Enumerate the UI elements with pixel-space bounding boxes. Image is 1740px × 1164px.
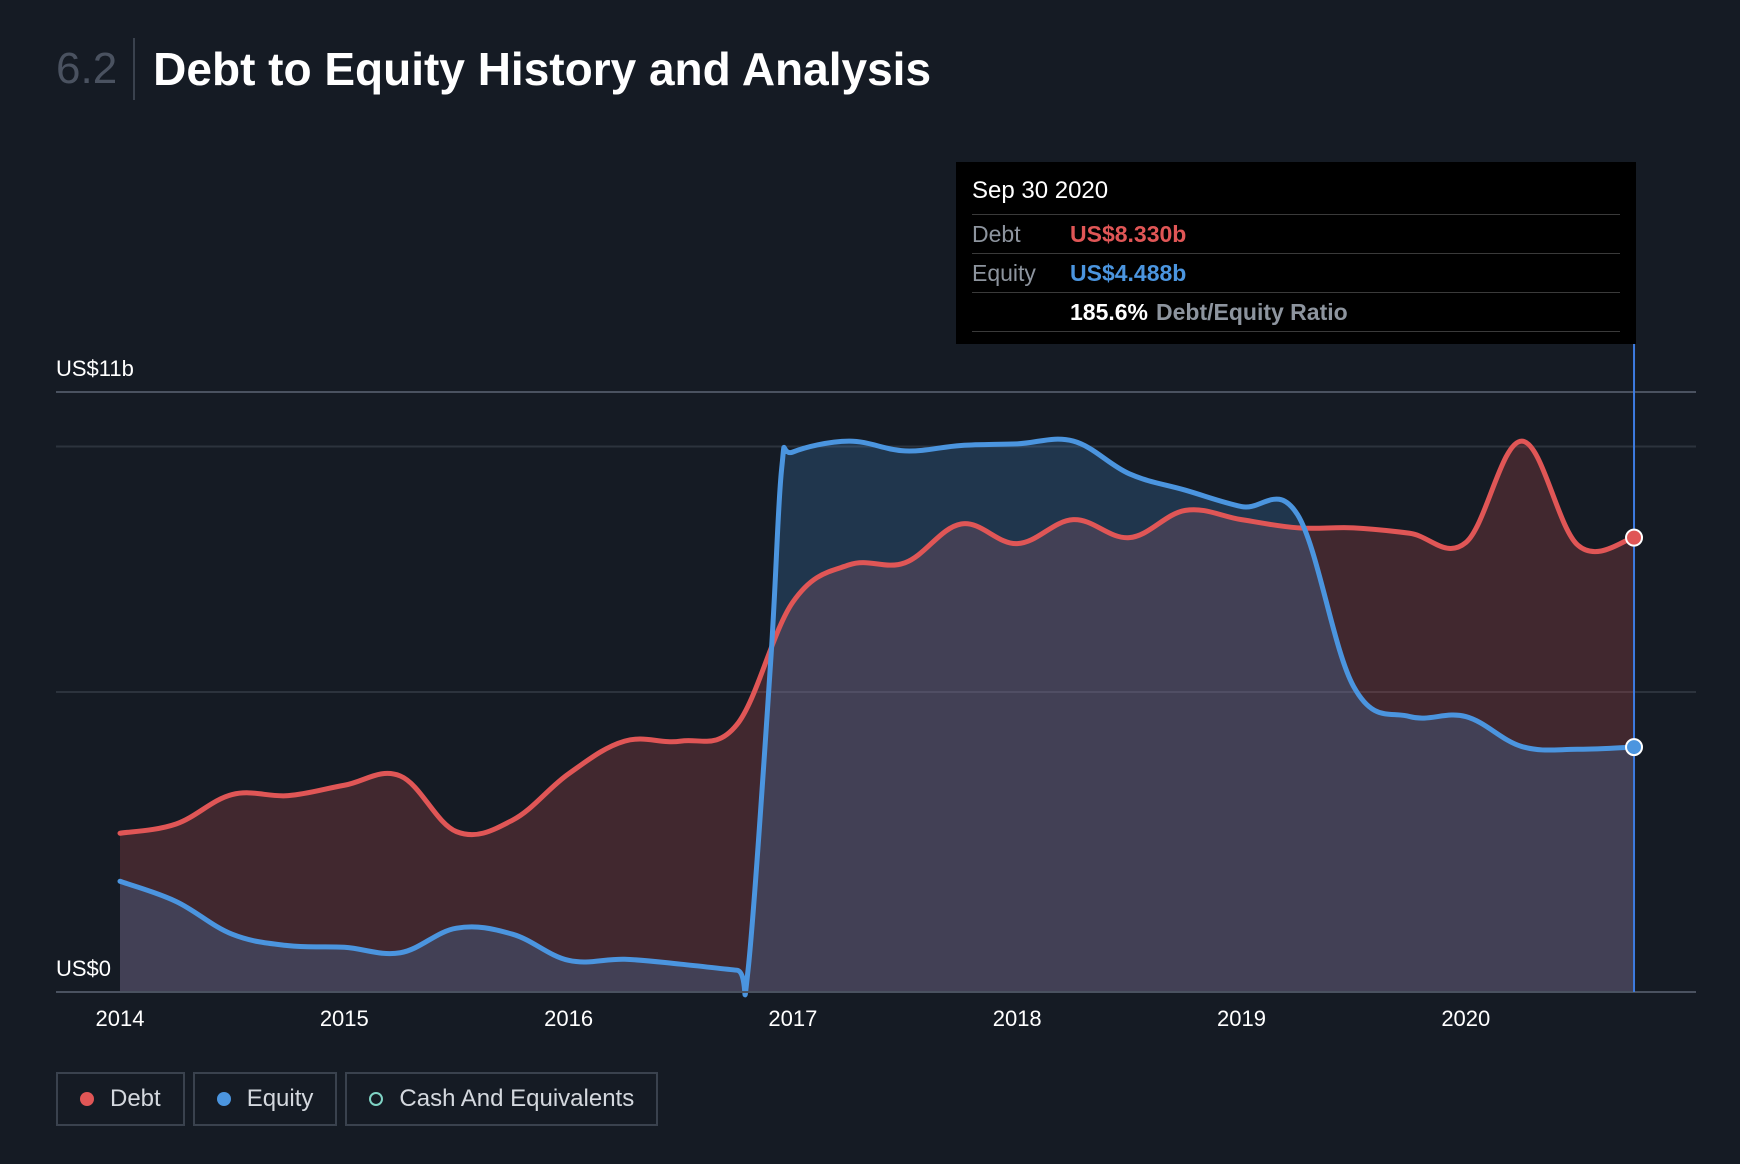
y-axis-top-label: US$11b — [56, 356, 134, 381]
y-axis-bottom-label: US$0 — [56, 956, 111, 981]
legend-debt-label: Debt — [110, 1085, 161, 1112]
section-number: 6.2 — [56, 44, 118, 93]
x-tick-label: 2017 — [768, 1006, 817, 1031]
x-tick-label: 2018 — [993, 1006, 1042, 1031]
legend-equity-label: Equity — [246, 1085, 314, 1112]
equity-area — [120, 439, 1635, 993]
cash-ring-icon — [369, 1092, 384, 1106]
tooltip-debt-value: US$8.330b — [1070, 220, 1187, 247]
tooltip-ratio-label: Debt/Equity Ratio — [1156, 298, 1348, 325]
equity-marker — [1625, 738, 1644, 757]
tooltip-debt-row: Debt US$8.330b — [972, 215, 1620, 254]
legend-toggle-debt[interactable]: Debt — [56, 1072, 185, 1126]
debt-dot-icon — [80, 1092, 94, 1106]
header-divider — [133, 38, 136, 100]
debt-area — [120, 441, 1635, 992]
tooltip-ratio-value: 185.6% — [1070, 298, 1149, 325]
debt-marker — [1625, 528, 1644, 547]
x-tick-label: 2016 — [544, 1006, 593, 1031]
x-axis-ticks: 2014 2015 2016 2017 2018 2019 2020 — [96, 1006, 1491, 1031]
tooltip-debt-label: Debt — [972, 220, 1021, 247]
legend-toggle-cash[interactable]: Cash And Equivalents — [345, 1072, 659, 1126]
x-tick-label: 2020 — [1441, 1006, 1490, 1031]
hover-tooltip: Sep 30 2020 Debt US$8.330b Equity US$4.4… — [956, 162, 1636, 344]
tooltip-equity-row: Equity US$4.488b — [972, 254, 1620, 293]
series-areas — [120, 439, 1635, 993]
tooltip-ratio-row: 185.6% Debt/Equity Ratio — [972, 293, 1620, 332]
legend-cash-label: Cash And Equivalents — [399, 1085, 635, 1112]
chart-legend: Debt Equity Cash And Equivalents — [56, 1072, 659, 1126]
debt-line — [117, 438, 1637, 838]
tooltip-equity-label: Equity — [972, 259, 1036, 286]
tooltip-equity-value: US$4.488b — [1070, 259, 1187, 286]
header: 6.2 Debt to Equity History and Analysis — [56, 38, 931, 100]
equity-line — [117, 436, 1637, 998]
x-tick-label: 2015 — [320, 1006, 369, 1031]
x-tick-label: 2019 — [1217, 1006, 1266, 1031]
hover-markers — [1625, 528, 1644, 757]
series-lines — [117, 436, 1637, 998]
x-tick-label: 2014 — [96, 1006, 145, 1031]
equity-dot-icon — [216, 1092, 231, 1106]
legend-toggle-equity[interactable]: Equity — [192, 1072, 338, 1126]
tooltip-date: Sep 30 2020 — [972, 176, 1620, 215]
page-title: Debt to Equity History and Analysis — [153, 43, 932, 95]
